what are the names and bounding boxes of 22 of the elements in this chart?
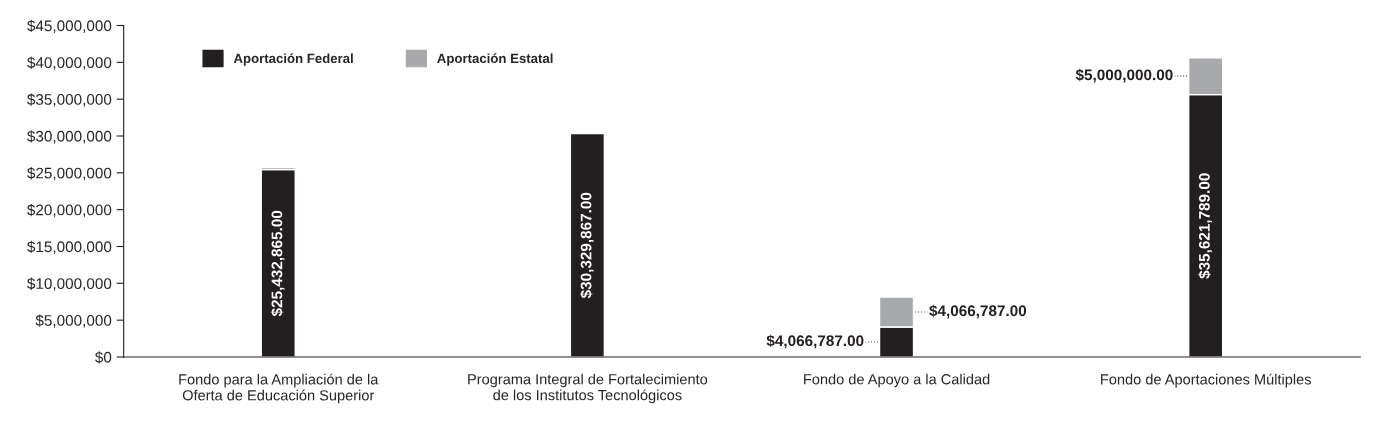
y-tick-label: $30,000,000 bbox=[27, 130, 112, 144]
y-tick-label: $35,000,000 bbox=[27, 93, 112, 107]
data-label: $4,066,787.00 bbox=[766, 334, 864, 349]
data-label: $35,621,789.00 bbox=[1198, 173, 1212, 279]
y-tick-label: $15,000,000 bbox=[27, 240, 112, 254]
y-tick-label: $20,000,000 bbox=[27, 203, 112, 218]
y-tick-label: $45,000,000 bbox=[27, 19, 112, 33]
x-tick-label: Fondo de Aportaciones Múltiples bbox=[1101, 373, 1311, 388]
data-label: $30,329,867.00 bbox=[580, 192, 594, 299]
x-tick-label: Fondo para la Ampliación de la Oferta de Educación Superior bbox=[179, 373, 379, 404]
legend-label: Aportación Estatal bbox=[437, 53, 553, 66]
y-tick-label: $0 bbox=[95, 351, 112, 364]
x-tick-label: Programa Integral de Fortalecimiento de los Institutos Tecnológicos bbox=[468, 373, 708, 404]
y-tick-label: $5,000,000 bbox=[35, 314, 112, 328]
data-label: $5,000,000.00 bbox=[1075, 68, 1173, 83]
x-tick-label: Fondo de Apoyo a la Calidad bbox=[804, 373, 990, 388]
y-tick-label: $25,000,000 bbox=[27, 167, 112, 181]
legend-label: Aportación Federal bbox=[233, 53, 353, 66]
data-label: $25,432,865.00 bbox=[270, 210, 285, 317]
y-tick-label: $10,000,000 bbox=[27, 277, 112, 291]
data-label: $4,066,787.00 bbox=[929, 304, 1027, 319]
y-tick-label: $40,000,000 bbox=[27, 56, 112, 70]
